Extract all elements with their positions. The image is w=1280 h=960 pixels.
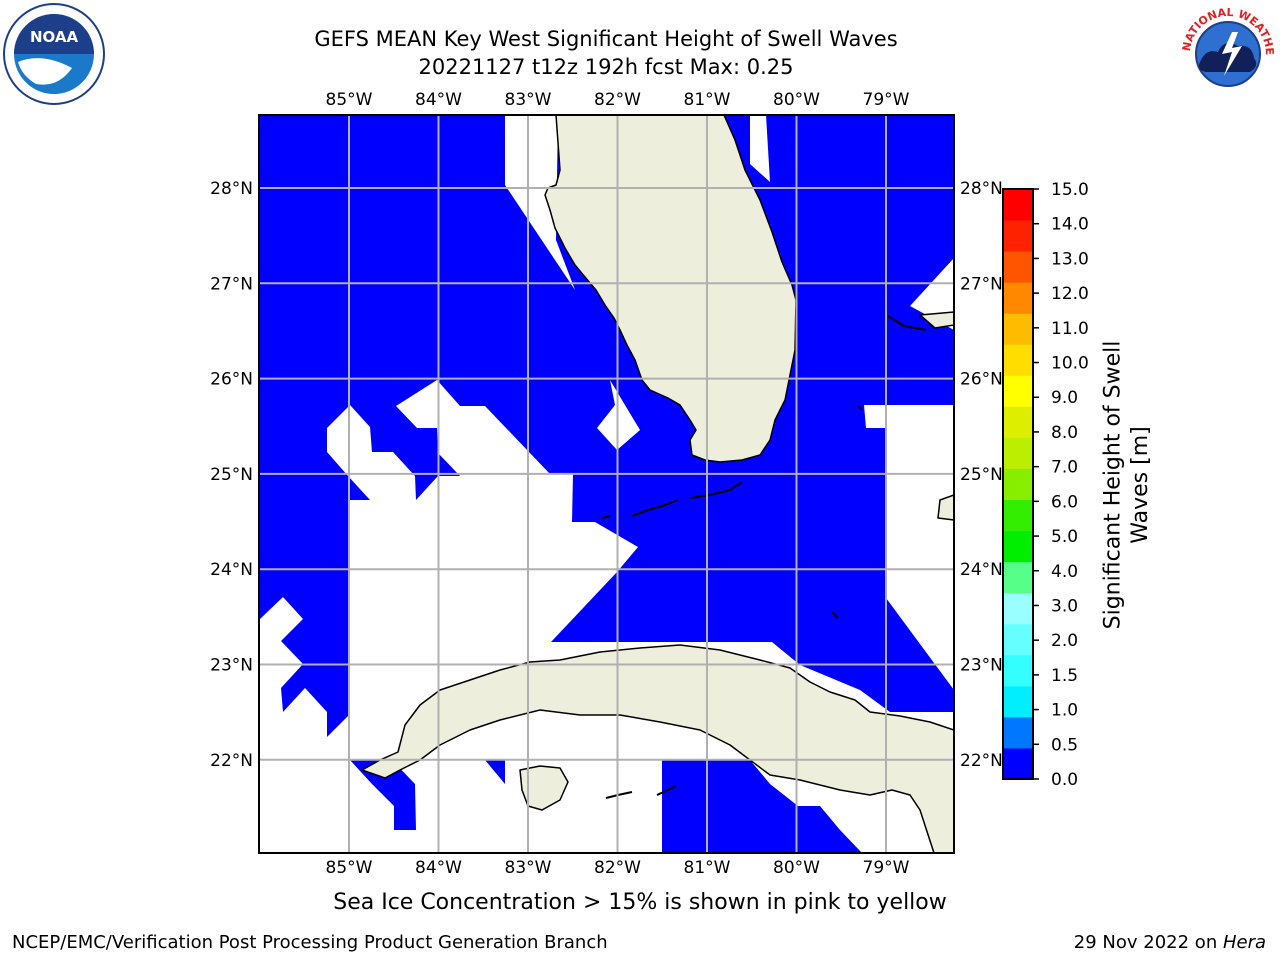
colorbar-label-line1: Significant Height of Swell xyxy=(1101,341,1126,630)
colorbar-swatch xyxy=(1003,220,1033,252)
lon-tick-label-top: 81°W xyxy=(684,90,731,110)
colorbar-frame xyxy=(1002,188,1034,780)
footer-date-text: 29 Nov 2022 on xyxy=(1073,932,1223,953)
colorbar-swatch xyxy=(1003,747,1033,780)
colorbar-tick-label: 2.0 xyxy=(1051,631,1078,651)
colorbar-tick-label: 0.5 xyxy=(1051,735,1078,755)
lon-tick-label-top: 85°W xyxy=(326,90,373,110)
map-frame xyxy=(258,114,955,854)
colorbar-swatch xyxy=(1003,251,1033,283)
lon-tick-label-bottom: 79°W xyxy=(863,858,910,878)
colorbar-tick-label: 6.0 xyxy=(1051,492,1078,512)
colorbar-label-line2: Waves [m] xyxy=(1128,426,1153,543)
colorbar-label: Significant Height of Swell Waves [m] xyxy=(1101,341,1154,630)
colorbar-tick-label: 15.0 xyxy=(1051,180,1089,200)
footer-date: 29 Nov 2022 on Hera xyxy=(1074,932,1266,953)
lon-tick-label-bottom: 83°W xyxy=(505,858,552,878)
colorbar-swatch xyxy=(1003,437,1033,469)
lon-tick-label-bottom: 85°W xyxy=(326,858,373,878)
colorbar-tick-label: 11.0 xyxy=(1051,319,1089,339)
lat-tick-label-left: 23°N xyxy=(210,656,253,676)
lat-tick-label-right: 25°N xyxy=(960,465,1003,485)
colorbar-tick-label: 1.5 xyxy=(1051,666,1078,686)
colorbar-swatch xyxy=(1003,530,1033,563)
colorbar-swatch xyxy=(1003,592,1033,625)
colorbar-swatch xyxy=(1003,623,1033,656)
colorbar-swatch xyxy=(1003,654,1033,687)
lon-tick-label-bottom: 81°W xyxy=(684,858,731,878)
colorbar-swatch xyxy=(1003,716,1033,749)
colorbar-tick-label: 0.0 xyxy=(1051,770,1078,790)
colorbar-tick-label: 1.0 xyxy=(1051,701,1078,721)
colorbar-swatch xyxy=(1003,561,1033,594)
colorbar-swatch xyxy=(1003,344,1033,376)
lat-tick-label-left: 27°N xyxy=(210,274,253,294)
lat-tick-label-right: 26°N xyxy=(960,370,1003,390)
lon-tick-label-top: 79°W xyxy=(863,90,910,110)
lon-tick-label-top: 84°W xyxy=(415,90,462,110)
chart-subtitle: 20221127 t12z 192h fcst Max: 0.25 xyxy=(418,55,794,79)
colorbar-tick-label: 10.0 xyxy=(1051,354,1089,374)
axis-tick-labels: 85°W 85°W 84°W 84°W 83°W 83°W 82°W 82°W 81°W 81°W… xyxy=(210,90,1003,878)
lat-tick-label-left: 26°N xyxy=(210,370,253,390)
lat-tick-label-right: 23°N xyxy=(960,656,1003,676)
national-weather-service-logo: NATIONAL WEATHER SERVICE xyxy=(1176,2,1276,102)
colorbar-tick-label: 4.0 xyxy=(1051,562,1078,582)
lon-tick-label-top: 82°W xyxy=(594,90,641,110)
lat-tick-label-left: 22°N xyxy=(210,751,253,771)
lat-tick-label-right: 27°N xyxy=(960,274,1003,294)
lat-tick-label-left: 28°N xyxy=(210,179,253,199)
colorbar-tick-label: 14.0 xyxy=(1051,215,1089,235)
colorbar-swatch xyxy=(1003,685,1033,718)
sea-ice-caption: Sea Ice Concentration > 15% is shown in … xyxy=(333,890,947,915)
colorbar-swatch xyxy=(1003,406,1033,438)
lat-tick-label-right: 22°N xyxy=(960,751,1003,771)
florida-keys xyxy=(601,315,927,799)
colorbar-tick-label: 13.0 xyxy=(1051,249,1089,269)
colorbar-tick-label: 12.0 xyxy=(1051,284,1089,304)
lon-tick-label-bottom: 84°W xyxy=(415,858,462,878)
lon-tick-label-top: 83°W xyxy=(505,90,552,110)
colorbar-tick-label: 8.0 xyxy=(1051,423,1078,443)
colorbar: 15.0 14.0 13.0 12.0 11.0 10.0 9.0 8.0 7.0 6.0 5.0 4… xyxy=(1002,180,1089,790)
landmass xyxy=(361,115,954,853)
lat-tick-label-right: 28°N xyxy=(960,179,1003,199)
colorbar-swatch xyxy=(1003,375,1033,407)
colorbar-tick-label: 9.0 xyxy=(1051,388,1078,408)
colorbar-tick-label: 3.0 xyxy=(1051,596,1078,616)
lat-tick-label-left: 24°N xyxy=(210,560,253,580)
colorbar-tick-label: 5.0 xyxy=(1051,527,1078,547)
lon-tick-label-bottom: 80°W xyxy=(773,858,820,878)
lat-tick-label-left: 25°N xyxy=(210,465,253,485)
colorbar-swatch xyxy=(1003,313,1033,345)
colorbar-swatch xyxy=(1003,189,1033,221)
colorbar-swatch xyxy=(1003,499,1033,532)
colorbar-swatch xyxy=(1003,282,1033,314)
lat-tick-label-right: 24°N xyxy=(960,560,1003,580)
graticule xyxy=(259,115,954,853)
noaa-logo: NOAA xyxy=(3,3,105,105)
lon-tick-label-bottom: 82°W xyxy=(594,858,641,878)
footer-host: Hera xyxy=(1222,932,1266,953)
colorbar-tick-label: 7.0 xyxy=(1051,458,1078,478)
footer-branch: NCEP/EMC/Verification Post Processing Pr… xyxy=(12,932,608,953)
blue-patches xyxy=(350,760,862,853)
colorbar-swatch xyxy=(1003,468,1033,501)
noaa-logo-text: NOAA xyxy=(30,28,79,46)
chart-title: GEFS MEAN Key West Significant Height of… xyxy=(314,27,898,51)
lon-tick-label-top: 80°W xyxy=(773,90,820,110)
